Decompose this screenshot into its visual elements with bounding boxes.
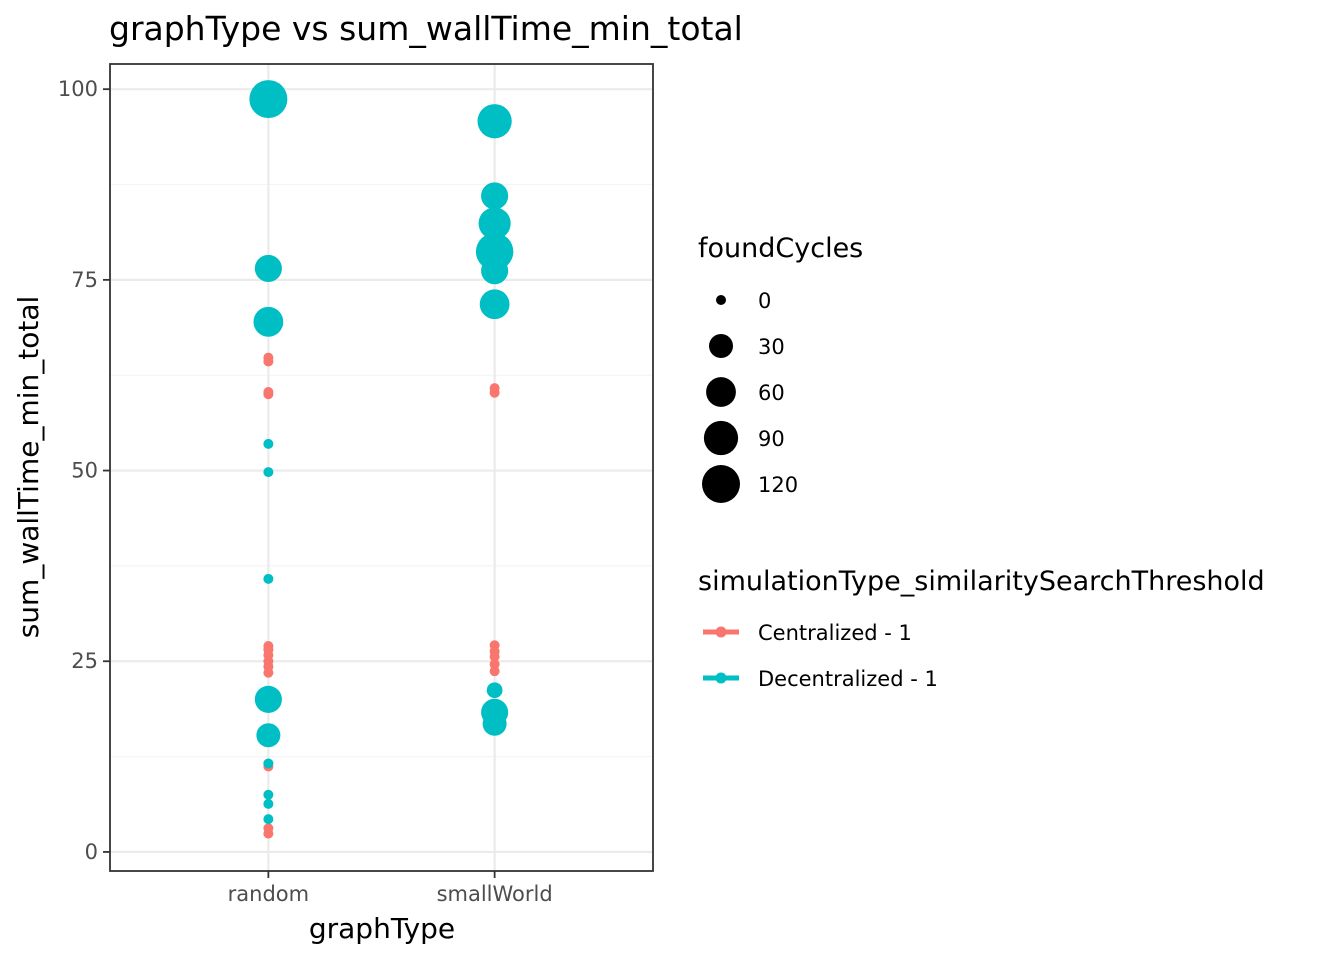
data-point: [482, 711, 507, 736]
data-point: [263, 467, 274, 478]
y-tick-label: 25: [71, 649, 98, 673]
data-point: [477, 104, 512, 139]
size-legend-label: 60: [758, 381, 785, 405]
size-legend-key: [706, 377, 736, 407]
size-legend-key: [703, 420, 739, 456]
data-point: [481, 182, 509, 210]
data-point: [263, 667, 274, 678]
size-legend-label: 90: [758, 427, 785, 451]
data-point: [263, 814, 274, 825]
data-point: [479, 289, 510, 320]
x-axis: random smallWorld: [228, 871, 553, 906]
size-legend-key: [709, 334, 733, 358]
y-axis: 0 25 50 75 100: [58, 77, 110, 864]
color-legend-title: simulationType_similaritySearchThreshold: [698, 566, 1265, 597]
y-tick-label: 50: [71, 459, 98, 483]
x-axis-title: graphType: [309, 912, 455, 945]
data-point: [263, 573, 274, 584]
size-legend-label: 30: [758, 335, 785, 359]
data-point: [486, 682, 503, 699]
y-tick-label: 100: [58, 77, 98, 101]
data-point: [263, 789, 274, 800]
data-point: [263, 798, 274, 809]
data-point: [263, 438, 274, 449]
data-point: [478, 207, 511, 240]
size-legend-title: foundCycles: [698, 233, 863, 264]
color-legend-label: Centralized - 1: [758, 621, 912, 645]
color-legend-label: Decentralized - 1: [758, 667, 938, 691]
data-point: [253, 306, 284, 337]
chart-title: graphType vs sum_wallTime_min_total: [109, 9, 743, 48]
data-point: [489, 659, 500, 670]
data-point: [263, 389, 274, 400]
color-legend: simulationType_similaritySearchThreshold…: [698, 566, 1265, 691]
size-legend-key: [702, 465, 740, 503]
x-tick-label: random: [228, 882, 309, 906]
data-point: [263, 758, 274, 769]
data-point: [254, 254, 282, 282]
data-point: [256, 723, 281, 748]
data-point: [489, 666, 500, 677]
data-point: [489, 387, 500, 398]
data-point: [249, 80, 288, 119]
size-legend-label: 0: [758, 289, 771, 313]
color-legend-point: [715, 672, 727, 684]
data-point: [263, 356, 274, 367]
x-tick-label: smallWorld: [437, 882, 553, 906]
size-legend-label: 120: [758, 473, 798, 497]
color-legend-point: [715, 626, 727, 638]
size-legend-key: [716, 295, 726, 305]
plot-panel-border: [109, 63, 654, 872]
data-points: [249, 80, 514, 839]
data-point: [489, 651, 500, 662]
data-point: [254, 685, 282, 713]
y-tick-label: 0: [85, 840, 98, 864]
data-point: [263, 828, 274, 839]
plot-panel: [110, 64, 653, 871]
y-axis-title: sum_wallTime_min_total: [12, 296, 45, 639]
data-point: [481, 257, 509, 285]
y-tick-label: 75: [71, 268, 98, 292]
size-legend: foundCycles 0 30 60 90 120: [698, 233, 863, 503]
